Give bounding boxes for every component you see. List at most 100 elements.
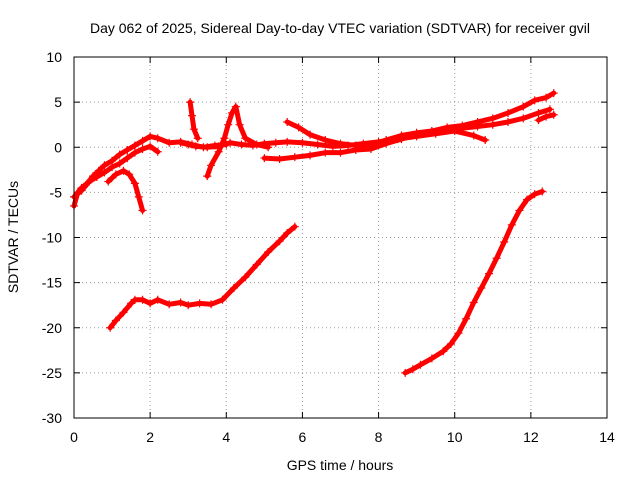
data-point bbox=[165, 138, 174, 147]
data-point bbox=[397, 135, 406, 144]
series-arc-2 bbox=[70, 142, 162, 201]
data-point bbox=[290, 153, 299, 162]
data-point bbox=[220, 134, 229, 143]
data-point bbox=[443, 123, 452, 132]
data-point bbox=[504, 108, 513, 117]
data-point bbox=[226, 138, 235, 147]
data-point bbox=[235, 120, 244, 129]
data-point bbox=[176, 138, 185, 147]
data-point bbox=[138, 145, 147, 154]
series-arc-10 bbox=[106, 222, 299, 332]
data-point bbox=[130, 148, 139, 157]
data-point bbox=[229, 284, 238, 293]
data-point bbox=[165, 300, 174, 309]
x-tick-label: 2 bbox=[146, 429, 154, 445]
data-point bbox=[283, 228, 292, 237]
series-arc-8 bbox=[260, 89, 558, 163]
data-point bbox=[231, 102, 240, 111]
data-point bbox=[119, 308, 128, 317]
data-point bbox=[189, 125, 198, 134]
data-point bbox=[542, 112, 551, 121]
data-point bbox=[100, 168, 109, 177]
data-point bbox=[153, 134, 162, 143]
data-point bbox=[275, 237, 284, 246]
data-point bbox=[275, 154, 284, 163]
data-point bbox=[446, 339, 455, 348]
data-point bbox=[104, 177, 113, 186]
x-tick-label: 6 bbox=[299, 429, 307, 445]
data-point bbox=[283, 117, 292, 126]
y-tick-labels: -30 -25 -20 -15 -10 -5 0 5 10 bbox=[42, 49, 62, 426]
data-point bbox=[92, 173, 101, 182]
data-point bbox=[134, 192, 143, 201]
data-point bbox=[153, 295, 162, 304]
data-point bbox=[454, 329, 463, 338]
data-point bbox=[237, 140, 246, 149]
data-point bbox=[146, 142, 155, 151]
y-tick-label: -25 bbox=[42, 365, 62, 381]
data-point bbox=[252, 260, 261, 269]
data-point bbox=[507, 220, 516, 229]
data-point bbox=[542, 93, 551, 102]
data-point bbox=[241, 273, 250, 282]
y-tick-label: -15 bbox=[42, 275, 62, 291]
data-point bbox=[351, 145, 360, 154]
y-tick-label: -30 bbox=[42, 410, 62, 426]
data-point bbox=[549, 110, 558, 119]
data-point bbox=[115, 159, 124, 168]
data-point bbox=[321, 136, 330, 145]
y-tick-label: -10 bbox=[42, 230, 62, 246]
data-point bbox=[130, 141, 139, 150]
data-point bbox=[115, 150, 124, 159]
data-point bbox=[207, 161, 216, 170]
data-point bbox=[458, 121, 467, 130]
data-point bbox=[146, 132, 155, 141]
x-tick-label: 4 bbox=[222, 429, 230, 445]
data-point bbox=[195, 299, 204, 308]
plot-frame bbox=[73, 56, 608, 419]
data-point bbox=[153, 147, 162, 156]
data-point bbox=[530, 96, 539, 105]
data-point bbox=[481, 136, 490, 145]
data-point bbox=[138, 295, 147, 304]
data-point bbox=[519, 114, 528, 123]
data-point bbox=[382, 139, 391, 148]
x-tick-label: 8 bbox=[375, 429, 383, 445]
data-point bbox=[264, 143, 273, 152]
data-point bbox=[477, 284, 486, 293]
data-point bbox=[85, 177, 94, 186]
data-point bbox=[306, 151, 315, 160]
data-point bbox=[306, 130, 315, 139]
data-point bbox=[530, 190, 539, 199]
data-point bbox=[184, 301, 193, 310]
data-point bbox=[184, 140, 193, 149]
data-point bbox=[439, 347, 448, 356]
data-point bbox=[193, 134, 202, 143]
data-point bbox=[290, 222, 299, 231]
data-point bbox=[111, 170, 120, 179]
data-point bbox=[549, 89, 558, 98]
data-point bbox=[366, 145, 375, 154]
y-tick-label: 5 bbox=[54, 94, 62, 110]
data-point bbox=[538, 187, 547, 196]
series-arc-11 bbox=[401, 187, 547, 377]
y-axis-label: SDTVAR / TECUs bbox=[5, 181, 21, 293]
data-series bbox=[70, 89, 558, 377]
y-tick-label: 10 bbox=[46, 49, 62, 65]
data-point bbox=[462, 314, 471, 323]
data-point bbox=[264, 247, 273, 256]
x-tick-label: 14 bbox=[599, 429, 615, 445]
data-point bbox=[260, 154, 269, 163]
series-arc-6 bbox=[203, 102, 273, 181]
data-point bbox=[469, 298, 478, 307]
data-point bbox=[125, 170, 134, 179]
data-point bbox=[492, 254, 501, 263]
data-point bbox=[519, 102, 528, 111]
series-line bbox=[187, 99, 201, 141]
data-point bbox=[130, 295, 139, 304]
series-arc-5 bbox=[186, 98, 202, 143]
data-point bbox=[218, 295, 227, 304]
data-point bbox=[321, 148, 330, 157]
data-point bbox=[106, 323, 115, 332]
